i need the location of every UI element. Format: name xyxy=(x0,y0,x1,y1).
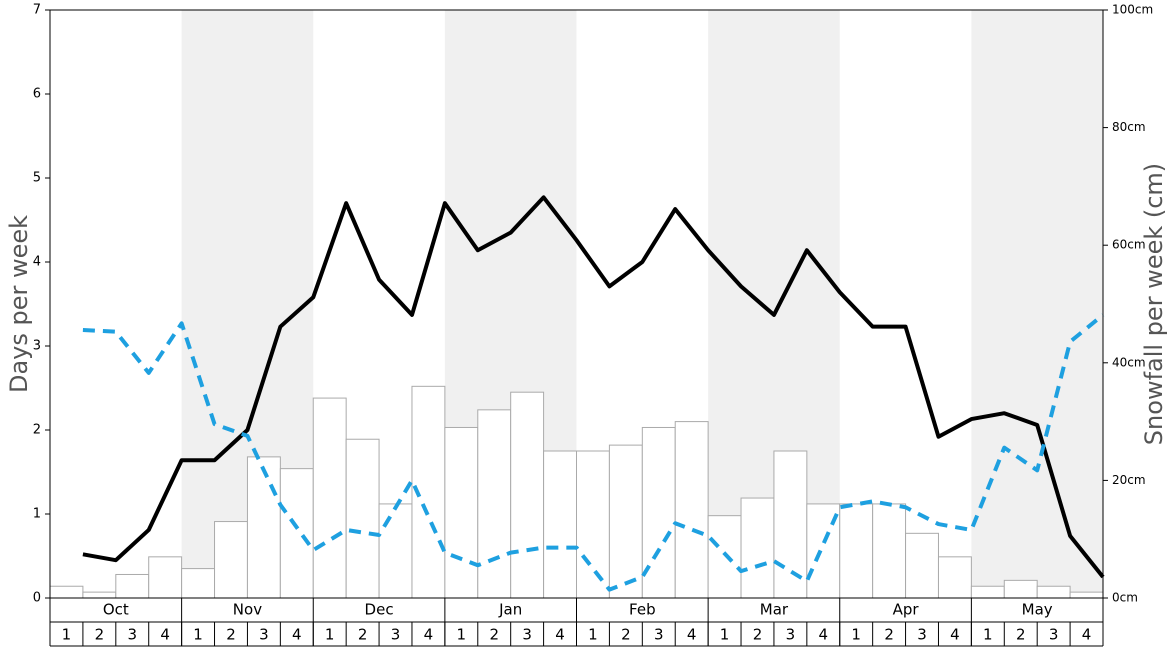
month-label: Jan xyxy=(498,601,522,619)
x-tick-label: 4 xyxy=(1082,626,1092,644)
bar xyxy=(378,503,413,599)
x-tick-label: 1 xyxy=(851,626,861,644)
x-tick-label: 4 xyxy=(424,626,434,644)
y-axis-label: Days per week xyxy=(5,215,33,393)
y2-tick-label: 0cm xyxy=(1112,591,1138,605)
y-tick-label: 7 xyxy=(33,3,41,18)
bar xyxy=(674,421,709,599)
x-tick-label: 3 xyxy=(391,626,401,644)
x-tick-label: 4 xyxy=(687,626,697,644)
y2-tick-label: 20cm xyxy=(1112,473,1146,487)
x-tick-label: 1 xyxy=(193,626,203,644)
bar xyxy=(510,391,545,599)
bar xyxy=(477,409,512,599)
bar xyxy=(740,497,775,599)
month-label: Oct xyxy=(103,601,129,619)
bar xyxy=(773,450,808,599)
bar xyxy=(49,585,84,599)
y-tick-label: 6 xyxy=(33,87,41,102)
bar xyxy=(1003,579,1038,599)
x-tick-label: 2 xyxy=(753,626,763,644)
bar xyxy=(115,573,150,599)
x-tick-label: 2 xyxy=(95,626,105,644)
month-label: Nov xyxy=(233,601,262,619)
bar xyxy=(839,503,874,599)
bar xyxy=(937,556,972,599)
bar xyxy=(345,438,380,599)
bar xyxy=(181,568,216,599)
y-tick-label: 3 xyxy=(33,339,41,354)
x-tick-label: 3 xyxy=(127,626,137,644)
x-tick-label: 1 xyxy=(325,626,335,644)
line xyxy=(82,195,1105,579)
y2-tick-label: 100cm xyxy=(1112,3,1153,17)
y-tick-label: 4 xyxy=(33,255,41,270)
bar xyxy=(312,397,347,599)
bar xyxy=(1069,591,1104,599)
x-tick-label: 3 xyxy=(786,626,796,644)
x-tick-label: 2 xyxy=(489,626,499,644)
bar xyxy=(214,521,248,599)
x-tick-label: 1 xyxy=(588,626,598,644)
x-tick-label: 1 xyxy=(457,626,467,644)
x-tick-label: 1 xyxy=(62,626,72,644)
y2-tick-label: 80cm xyxy=(1112,120,1146,134)
month-label: Feb xyxy=(629,601,656,619)
month-label: Dec xyxy=(365,601,394,619)
x-tick-label: 1 xyxy=(720,626,730,644)
y2-tick-label: 40cm xyxy=(1112,355,1146,369)
x-tick-label: 2 xyxy=(621,626,631,644)
x-tick-label: 4 xyxy=(555,626,565,644)
month-label: Apr xyxy=(893,601,920,619)
x-tick-label: 3 xyxy=(654,626,664,644)
x-tick-label: 4 xyxy=(292,626,302,644)
y-tick-label: 0 xyxy=(33,591,41,606)
x-tick-label: 2 xyxy=(884,626,894,644)
x-tick-label: 3 xyxy=(522,626,532,644)
x-tick-label: 3 xyxy=(1049,626,1059,644)
y-tick-label: 1 xyxy=(33,507,41,522)
bar xyxy=(707,515,742,599)
y-tick-label: 5 xyxy=(33,171,41,186)
plot-frame xyxy=(49,9,1104,599)
bar xyxy=(905,532,939,599)
bar xyxy=(872,503,907,599)
x-tick-label: 1 xyxy=(983,626,993,644)
bar xyxy=(444,426,479,599)
x-tick-label: 3 xyxy=(259,626,269,644)
x-tick-label: 2 xyxy=(358,626,368,644)
month-label: May xyxy=(1022,601,1053,619)
bar xyxy=(148,556,183,599)
bar xyxy=(82,591,117,599)
month-band xyxy=(971,10,1103,598)
bar xyxy=(543,450,577,599)
bar xyxy=(1036,585,1071,599)
y-tick-label: 2 xyxy=(33,423,41,438)
y2-axis-label: Snowfall per week (cm) xyxy=(1140,163,1168,445)
x-tick-label: 4 xyxy=(160,626,170,644)
y2-tick-label: 60cm xyxy=(1112,238,1146,252)
bar xyxy=(970,585,1005,599)
x-tick-label: 2 xyxy=(1016,626,1026,644)
x-tick-label: 4 xyxy=(950,626,960,644)
x-tick-label: 2 xyxy=(226,626,236,644)
x-tick-label: 4 xyxy=(819,626,829,644)
bar xyxy=(246,456,281,599)
bar xyxy=(576,450,610,599)
month-label: Mar xyxy=(760,601,789,619)
bar xyxy=(279,468,314,599)
bar xyxy=(608,444,643,599)
x-tick-label: 3 xyxy=(917,626,927,644)
